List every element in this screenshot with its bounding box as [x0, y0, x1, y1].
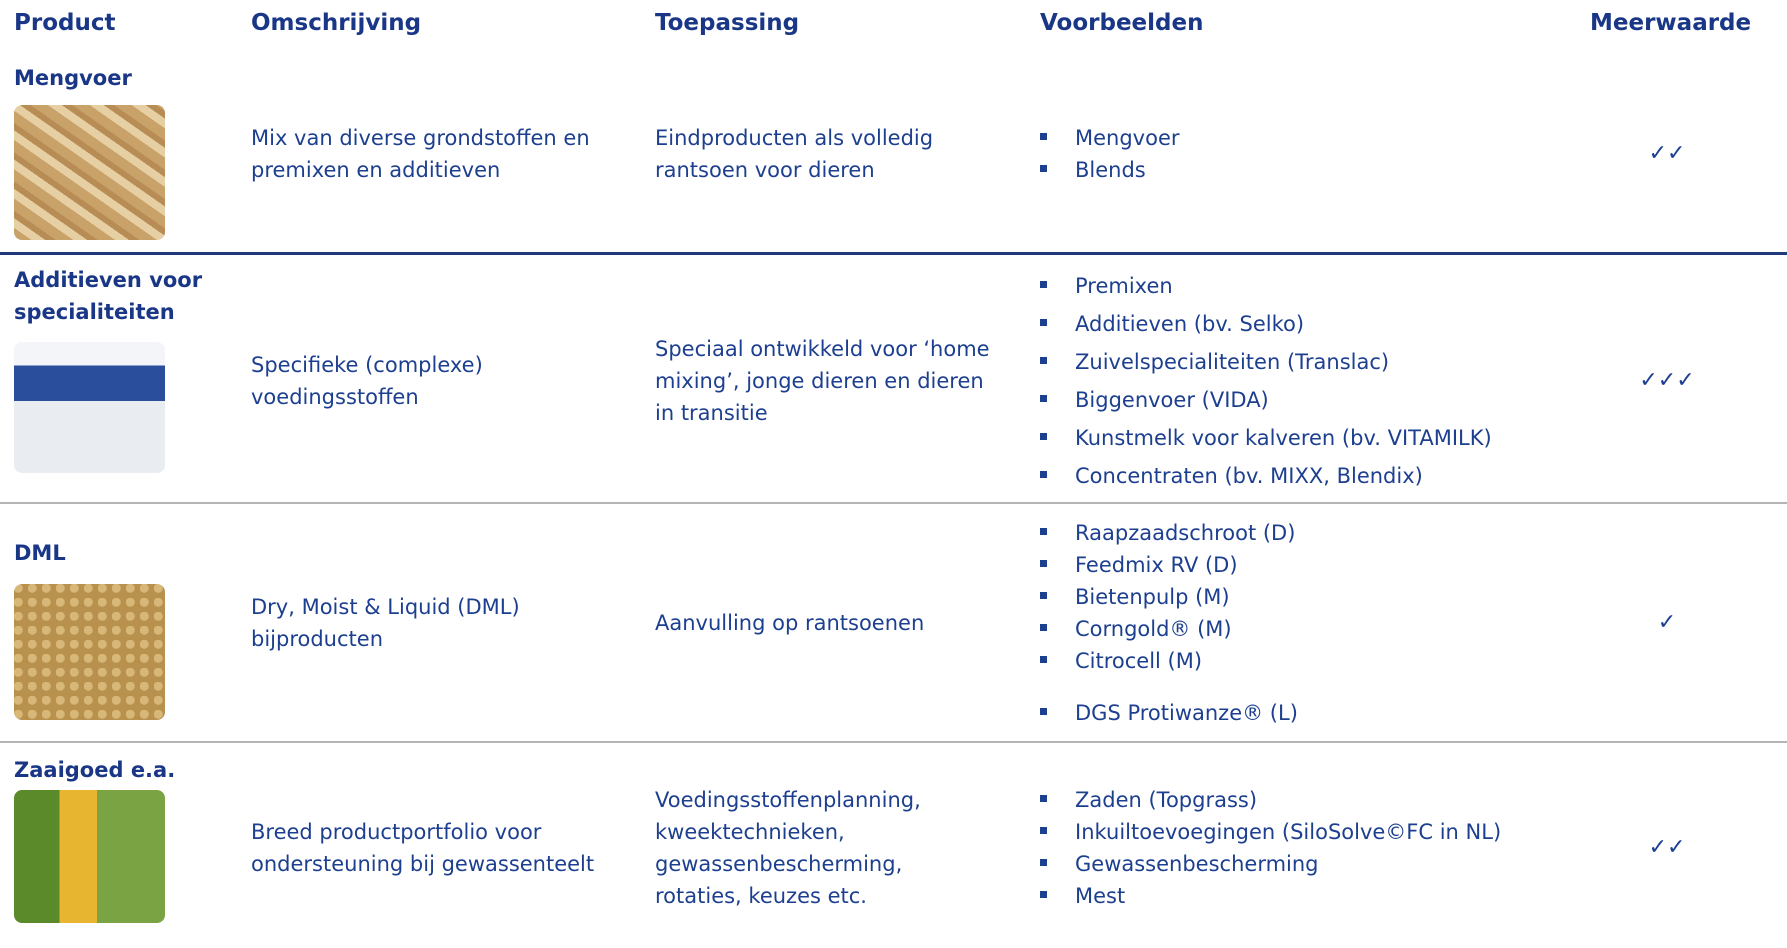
application-line: gewassenbescherming,	[655, 852, 903, 876]
example-item: Biggenvoer (VIDA)	[1040, 381, 1492, 419]
row-divider	[0, 252, 1787, 255]
description-line: premixen en additieven	[251, 158, 501, 182]
description: Dry, Moist & Liquid (DML) bijproducten	[251, 591, 520, 655]
example-list: Zaden (Topgrass) Inkuiltoevoegingen (Silo…	[1040, 784, 1501, 912]
example-item: DGS Protiwanze® (L)	[1040, 697, 1298, 729]
row-divider	[0, 502, 1787, 504]
example-item: Inkuiltoevoegingen (SiloSolve©FC in NL)	[1040, 816, 1501, 848]
column-header: Voorbeelden	[1040, 10, 1204, 36]
description-line: Breed productportfolio voor	[251, 820, 542, 844]
application-line: Aanvulling op rantsoenen	[655, 611, 925, 635]
product-name: Zaaigoed e.a.	[14, 758, 176, 782]
column-header: Toepassing	[655, 10, 800, 36]
column-header: Product	[14, 10, 116, 36]
application: Aanvulling op rantsoenen	[655, 607, 924, 639]
row-divider	[0, 741, 1787, 743]
value-checks: ✓✓	[1648, 141, 1686, 166]
product-name: Mengvoer	[14, 66, 132, 90]
product-name: DML	[14, 541, 66, 565]
product-image	[14, 105, 165, 240]
value-checks: ✓✓	[1648, 835, 1686, 860]
application-line: kweektechnieken,	[655, 820, 845, 844]
product-name: Additieven voor specialiteiten	[14, 268, 203, 324]
product-image	[14, 790, 165, 923]
description: Specifieke (complexe) voedingsstoffen	[251, 349, 483, 413]
application-line: Speciaal ontwikkeld voor ‘home	[655, 337, 990, 361]
example-item: Raapzaadschroot (D)	[1040, 517, 1298, 549]
example-item: Corngold® (M)	[1040, 613, 1298, 645]
application-line: Voedingsstoffenplanning,	[655, 788, 921, 812]
example-list: Raapzaadschroot (D) Feedmix RV (D) Bietenp…	[1040, 517, 1298, 729]
examples: Mengvoer Blends	[1040, 122, 1180, 186]
example-item: Gewassenbescherming	[1040, 848, 1501, 880]
description: Breed productportfolio voor ondersteuning…	[251, 816, 594, 880]
example-item: Mest	[1040, 880, 1501, 912]
example-list: Mengvoer Blends	[1040, 122, 1180, 186]
examples: Zaden (Topgrass) Inkuiltoevoegingen (Silo…	[1040, 784, 1501, 912]
column-header: Meerwaarde	[1590, 10, 1752, 36]
example-item: Kunstmelk voor kalveren (bv. VITAMILK)	[1040, 419, 1492, 457]
example-item: Citrocell (M)	[1040, 645, 1298, 677]
description-line: bijproducten	[251, 627, 383, 651]
description-line: Specifieke (complexe)	[251, 353, 483, 377]
example-item: Feedmix RV (D)	[1040, 549, 1298, 581]
example-item: Zuivelspecialiteiten (Translac)	[1040, 343, 1492, 381]
example-item: Zaden (Topgrass)	[1040, 784, 1501, 816]
description-line: Dry, Moist & Liquid (DML)	[251, 595, 520, 619]
application: Voedingsstoffenplanning, kweektechnieken,…	[655, 784, 921, 912]
example-item: Premixen	[1040, 267, 1492, 305]
example-item: Bietenpulp (M)	[1040, 581, 1298, 613]
application: Eindproducten als volledig rantsoen voor …	[655, 122, 933, 186]
application-line: in transitie	[655, 401, 768, 425]
column-header: Omschrijving	[251, 10, 422, 36]
product-image	[14, 584, 165, 720]
example-item: Mengvoer	[1040, 122, 1180, 154]
value-checks: ✓✓✓	[1639, 368, 1695, 393]
description-line: voedingsstoffen	[251, 385, 419, 409]
application: Speciaal ontwikkeld voor ‘home mixing’, j…	[655, 333, 990, 429]
application-line: mixing’, jonge dieren en dieren	[655, 369, 984, 393]
description: Mix van diverse grondstoffen en premixen …	[251, 122, 590, 186]
example-item: Concentraten (bv. MIXX, Blendix)	[1040, 457, 1492, 495]
description-line: ondersteuning bij gewassenteelt	[251, 852, 595, 876]
example-list: Premixen Additieven (bv. Selko) Zuivelspec…	[1040, 267, 1492, 495]
example-item: Additieven (bv. Selko)	[1040, 305, 1492, 343]
examples: Raapzaadschroot (D) Feedmix RV (D) Bietenp…	[1040, 517, 1298, 729]
application-line: rotaties, keuzes etc.	[655, 884, 867, 908]
application-line: Eindproducten als volledig	[655, 126, 934, 150]
examples: Premixen Additieven (bv. Selko) Zuivelspec…	[1040, 267, 1492, 495]
product-image	[14, 342, 165, 473]
example-item: Blends	[1040, 154, 1180, 186]
value-checks: ✓	[1657, 610, 1677, 635]
description-line: Mix van diverse grondstoffen en	[251, 126, 590, 150]
application-line: rantsoen voor dieren	[655, 158, 875, 182]
